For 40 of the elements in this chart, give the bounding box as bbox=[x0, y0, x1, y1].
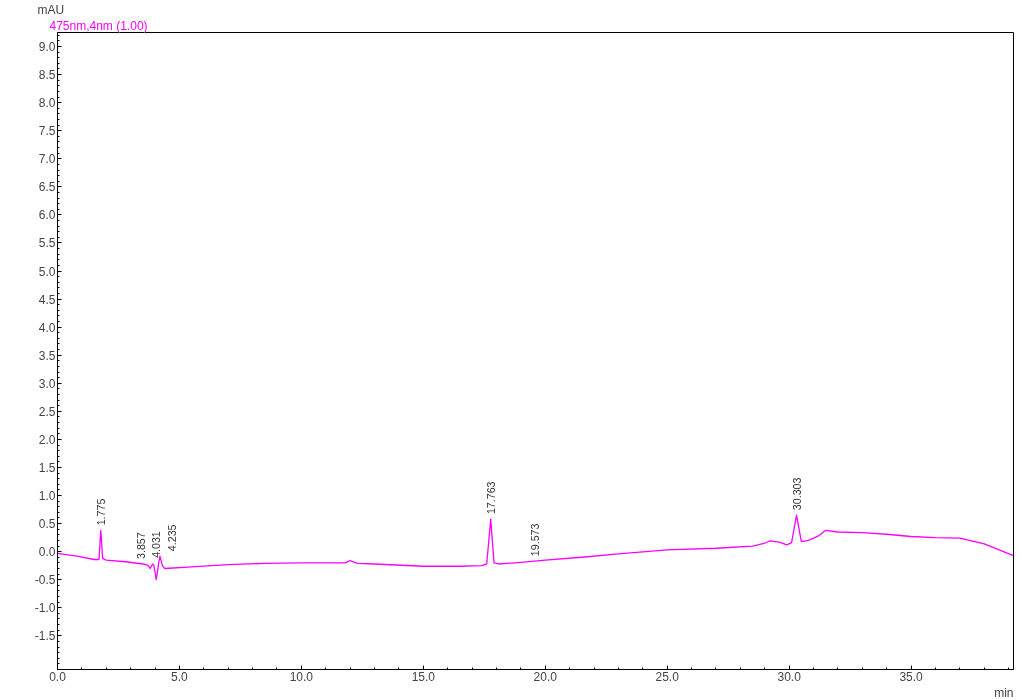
y-tick-label: 4.0 bbox=[38, 320, 56, 335]
x-axis-title: min bbox=[994, 685, 1014, 699]
annotation: 4.031 bbox=[149, 531, 162, 558]
y-tick-label: 3.5 bbox=[38, 348, 56, 363]
y-tick-label: 5.0 bbox=[38, 264, 56, 279]
y-tick-label: -1.5 bbox=[34, 629, 56, 644]
annotation: 4.235 bbox=[165, 524, 178, 552]
y-tick-label: 5.5 bbox=[38, 236, 56, 251]
y-tick-label: -1.0 bbox=[34, 601, 56, 616]
annotation: 30.303 bbox=[790, 477, 803, 511]
text: 475nm,4nm (1.00) bbox=[49, 18, 148, 33]
y-tick-label: 3.0 bbox=[38, 376, 56, 391]
annotation: 17.763 bbox=[484, 481, 497, 515]
y-tick-label: 1.0 bbox=[38, 489, 56, 504]
y-tick-label: 7.0 bbox=[38, 152, 56, 167]
y-tick-label: 9.0 bbox=[38, 40, 56, 55]
y-tick-label: 7.5 bbox=[38, 124, 56, 139]
x-tick-label: 20.0 bbox=[533, 669, 558, 684]
y-tick-label: 8.5 bbox=[38, 68, 56, 83]
x-tick-label: 15.0 bbox=[411, 669, 436, 684]
y-tick-label: 4.5 bbox=[38, 292, 56, 307]
y-axis-title: mAU bbox=[37, 2, 65, 17]
x-tick-label: 25.0 bbox=[655, 669, 680, 684]
annotation: 19.573 bbox=[528, 523, 541, 557]
y-tick-label: 2.5 bbox=[38, 404, 56, 419]
annotation: 1.775 bbox=[94, 498, 107, 526]
x-tick-label: 35.0 bbox=[899, 669, 924, 684]
y-tick-label: 0.0 bbox=[38, 545, 56, 560]
y-tick-label: 1.5 bbox=[38, 460, 56, 475]
x-tick-label: 5.0 bbox=[171, 669, 189, 684]
y-tick-label: 6.5 bbox=[38, 180, 56, 195]
x-tick-label: 30.0 bbox=[777, 669, 802, 684]
y-tick-label: 0.5 bbox=[38, 517, 56, 532]
x-tick-label: 0.0 bbox=[49, 669, 67, 684]
y-tick-label: -0.5 bbox=[34, 573, 56, 588]
x-tick-label: 10.0 bbox=[289, 669, 314, 684]
y-tick-label: 6.0 bbox=[38, 208, 56, 223]
y-tick-label: 2.0 bbox=[38, 432, 56, 447]
y-tick-label: 8.0 bbox=[38, 96, 56, 111]
annotation: 3.857 bbox=[134, 532, 147, 559]
